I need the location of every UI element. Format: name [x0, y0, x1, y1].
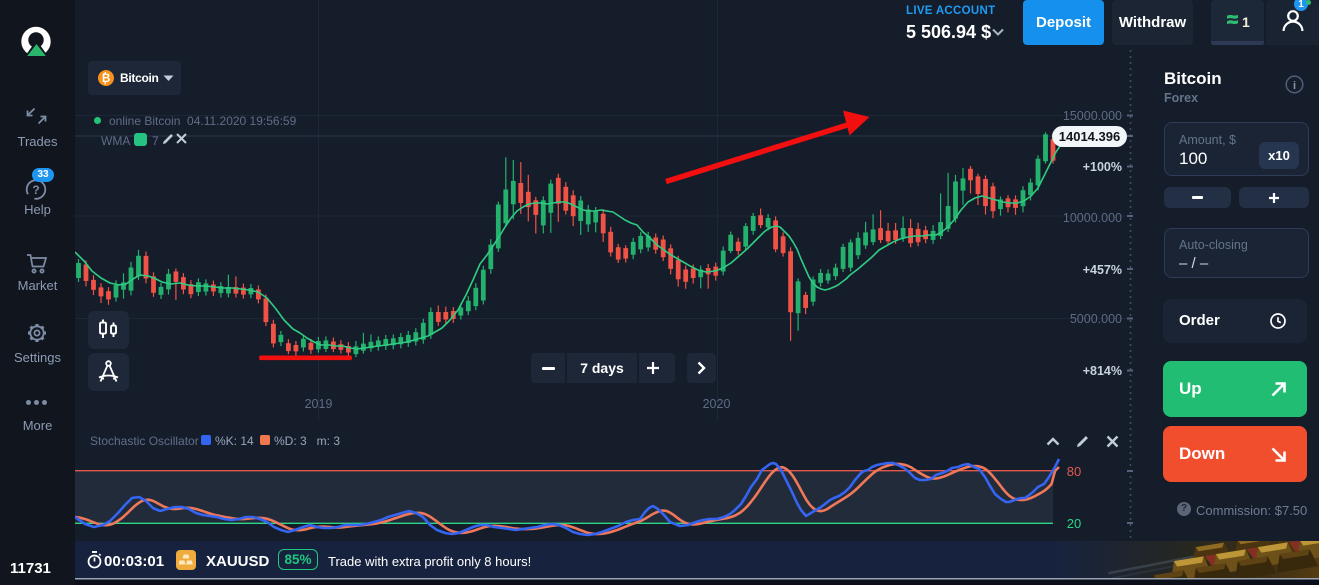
svg-text:14014.396: 14014.396	[1059, 129, 1120, 144]
svg-text:B: B	[102, 73, 110, 85]
svg-text:?: ?	[32, 183, 39, 197]
svg-text:i: i	[1293, 80, 1296, 92]
